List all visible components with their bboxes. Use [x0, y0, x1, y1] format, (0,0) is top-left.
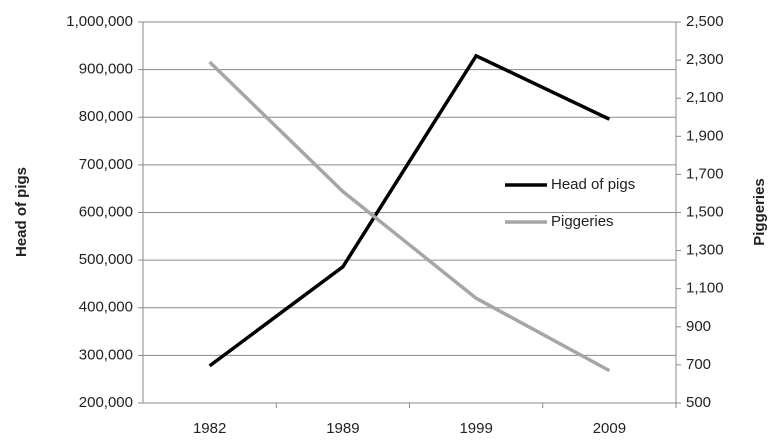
x-tick-label: 2009 — [593, 420, 626, 437]
y2-axis-title: Piggeries — [751, 178, 768, 246]
x-tick-label: 1989 — [326, 420, 359, 437]
series-line — [208, 53, 611, 368]
series-line — [208, 60, 611, 373]
y2-tick-label: 1,700 — [686, 165, 724, 182]
y2-tick-label: 1,100 — [686, 280, 724, 297]
y-tick-label: 600,000 — [79, 203, 133, 220]
y-tick-label: 1,000,000 — [66, 13, 133, 30]
y2-tick-label: 2,100 — [686, 89, 724, 106]
y-tick-label: 900,000 — [79, 61, 133, 78]
y-tick-label: 300,000 — [79, 346, 133, 363]
x-tick-label: 1999 — [459, 420, 492, 437]
y-tick-label: 700,000 — [79, 156, 133, 173]
y2-tick-label: 1,900 — [686, 127, 724, 144]
y-tick-label: 200,000 — [79, 394, 133, 411]
y2-tick-label: 1,500 — [686, 203, 724, 220]
y-tick-label: 500,000 — [79, 251, 133, 268]
legend-label: Head of pigs — [551, 176, 635, 193]
y2-tick-label: 900 — [686, 318, 711, 335]
legend-label: Piggeries — [551, 213, 614, 230]
x-tick-label: 1982 — [193, 420, 226, 437]
y-tick-label: 400,000 — [79, 299, 133, 316]
y2-tick-label: 700 — [686, 356, 711, 373]
y2-tick-label: 2,300 — [686, 51, 724, 68]
y2-tick-label: 500 — [686, 394, 711, 411]
y-tick-label: 800,000 — [79, 108, 133, 125]
y2-tick-label: 2,500 — [686, 13, 724, 30]
y2-tick-label: 1,300 — [686, 242, 724, 259]
y-axis-title: Head of pigs — [13, 167, 30, 257]
